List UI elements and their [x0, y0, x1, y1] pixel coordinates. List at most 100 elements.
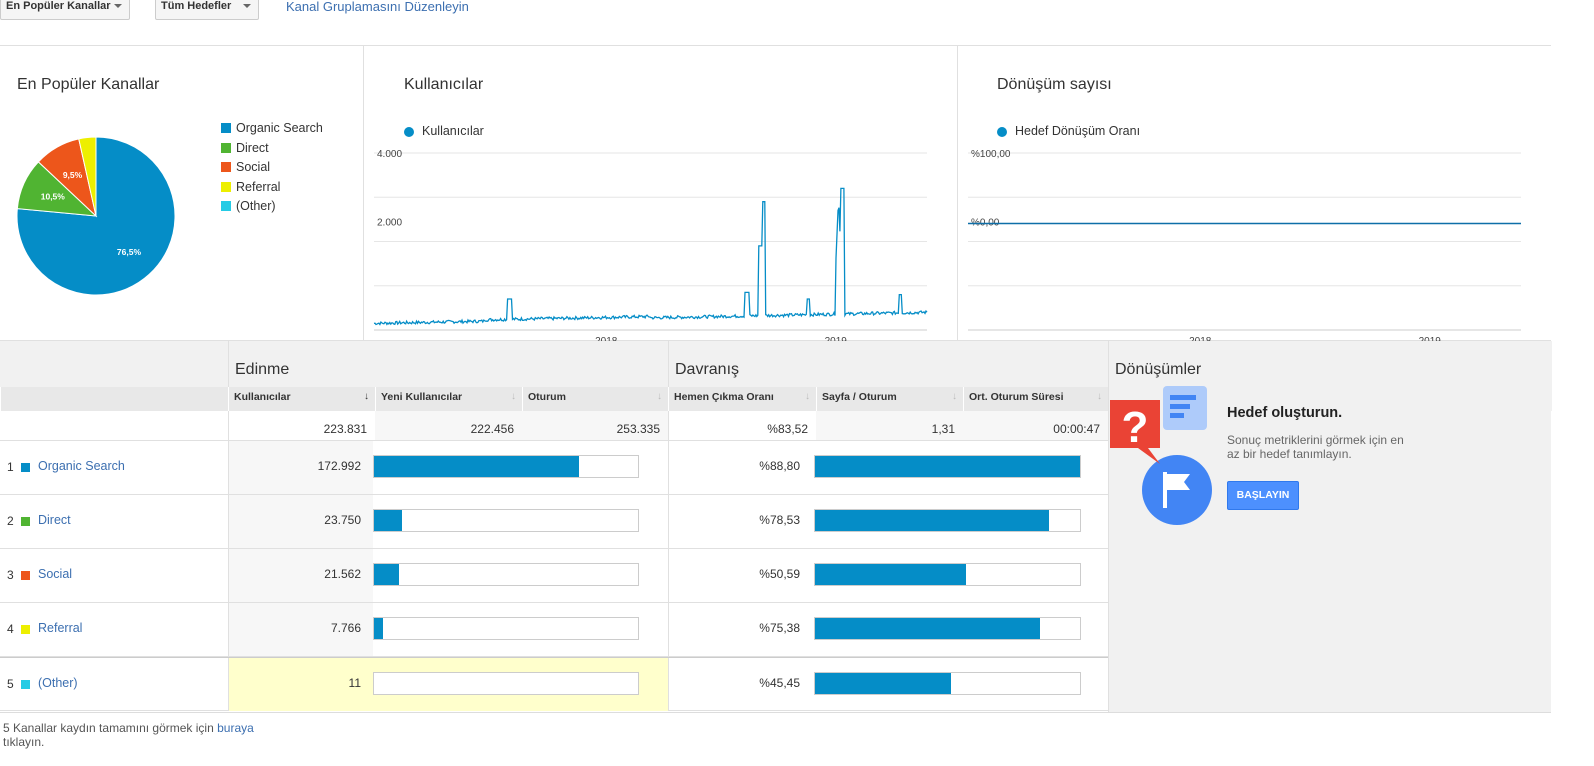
channel-dropdown[interactable]: En Popüler Kanallar: [0, 0, 130, 20]
pie-panel-title: En Popüler Kanallar: [17, 76, 160, 93]
footer-text-2: tıklayın.: [3, 735, 45, 749]
column-header-dimension: [0, 387, 228, 411]
legend-item[interactable]: Organic Search: [221, 120, 323, 136]
bounce-bar: [814, 617, 1081, 640]
table-row: 2 Direct 23.750 %78,53: [0, 495, 1108, 549]
conversion-series-legend[interactable]: Hedef Dönüşüm Oranı: [997, 124, 1140, 138]
table-row: 1 Organic Search 172.992 %88,80: [0, 441, 1108, 495]
goal-card-text-line1: Sonuç metriklerini görmek için en: [1227, 433, 1404, 447]
new-users-bar-cell: [373, 603, 668, 656]
new-users-bar-cell: [373, 495, 668, 548]
chart-panels: En Popüler Kanallar 76,5% 10,5% 9,5% Organ…: [0, 45, 1551, 341]
channel-link[interactable]: (Other): [38, 676, 78, 690]
column-header-bounce-rate[interactable]: Hemen Çıkma Oranı ↓: [668, 387, 816, 411]
new-users-bar-fill: [374, 564, 400, 585]
totals-empty: [0, 411, 228, 441]
conversion-line-chart: %100,00%0,0020182019: [968, 149, 1521, 341]
svg-text:?: ?: [1122, 403, 1149, 452]
sort-icon: ↓: [805, 391, 810, 402]
total-users: 223.831: [228, 411, 375, 441]
users-line-chart: 4.000 2.000 2018 2019: [373, 149, 928, 341]
users-cell: 23.750: [228, 495, 373, 548]
channel-link[interactable]: Direct: [38, 513, 71, 527]
goals-dropdown[interactable]: Tüm Hedefler: [155, 0, 259, 20]
bounce-bar: [814, 509, 1081, 532]
pie-panel: En Popüler Kanallar 76,5% 10,5% 9,5% Organ…: [0, 46, 363, 340]
pie-slice[interactable]: [78, 136, 97, 217]
row-rank: 3: [7, 568, 14, 582]
bounce-cell: %50,59: [668, 549, 814, 602]
group-header-behavior: Davranış: [668, 341, 1108, 387]
column-header-sessions[interactable]: Oturum ↓: [522, 387, 668, 411]
legend-item[interactable]: Social: [221, 159, 270, 175]
channel-color-swatch: [21, 680, 30, 689]
users-series-line: [373, 187, 928, 326]
goals-dropdown-label: Tüm Hedefler: [161, 0, 232, 12]
series-dot-icon: [997, 127, 1007, 137]
footer-here-link[interactable]: buraya: [217, 721, 254, 735]
conversion-panel-title: Dönüşüm sayısı: [997, 76, 1112, 93]
users-cell: 172.992: [228, 441, 373, 494]
new-users-bar: [373, 509, 639, 532]
legend-item[interactable]: Direct: [221, 140, 269, 156]
bounce-bar-fill: [815, 456, 1080, 477]
users-cell: 21.562: [228, 549, 373, 602]
column-header-users[interactable]: Kullanıcılar ↓: [228, 387, 375, 411]
users-value: 172.992: [317, 459, 361, 473]
users-series-label: Kullanıcılar: [422, 124, 484, 138]
column-header-new-users[interactable]: Yeni Kullanıcılar ↓: [375, 387, 522, 411]
goal-card-text: Sonuç metriklerini görmek için en az bir…: [1227, 433, 1404, 461]
users-panel-title: Kullanıcılar: [404, 76, 484, 93]
new-users-bar-cell: [373, 441, 668, 494]
bounce-value: %78,53: [759, 513, 800, 527]
column-header-pages-session[interactable]: Sayfa / Oturum ↓: [816, 387, 963, 411]
table-row: 5 (Other) 11 %45,45: [0, 657, 1108, 711]
row-rank: 2: [7, 514, 14, 528]
legend-item[interactable]: Referral: [221, 179, 280, 195]
bounce-bar: [814, 672, 1081, 695]
chevron-down-icon: [114, 4, 122, 8]
new-users-bar-fill: [374, 456, 580, 477]
channel-color-swatch: [21, 625, 30, 634]
new-users-bar: [373, 563, 639, 586]
new-users-bar: [373, 617, 639, 640]
channel-link[interactable]: Social: [38, 567, 73, 581]
total-avg-duration: 00:00:47: [963, 411, 1108, 441]
goal-card-title: Hedef oluşturun.: [1227, 405, 1343, 421]
channel-link[interactable]: Referral: [38, 621, 83, 635]
dimension-cell: 3 Social: [0, 549, 228, 602]
bounce-value: %50,59: [759, 567, 800, 581]
pie-slice-label: 9,5%: [63, 170, 83, 180]
toolbar: En Popüler Kanallar Tüm Hedefler Kanal G…: [0, 0, 1594, 20]
legend-swatch: [221, 142, 231, 153]
group-header-empty: [0, 341, 228, 387]
legend-item[interactable]: (Other): [221, 198, 276, 214]
row-rank: 5: [7, 677, 14, 691]
total-bounce-rate: %83,52: [668, 411, 816, 441]
group-header-conversions: Dönüşümler: [1109, 341, 1552, 387]
y-tick-label: %100,00: [971, 149, 1011, 160]
total-sessions: 253.335: [522, 411, 668, 441]
dimension-cell: 1 Organic Search: [0, 441, 228, 494]
legend-label: Social: [236, 160, 271, 174]
sort-icon: ↓: [657, 391, 662, 402]
users-value: 23.750: [324, 513, 361, 527]
users-series-legend[interactable]: Kullanıcılar: [404, 124, 484, 138]
legend-swatch: [221, 123, 231, 133]
channel-color-swatch: [21, 463, 30, 472]
row-rank: 1: [7, 460, 14, 474]
edit-channel-grouping-link[interactable]: Kanal Gruplamasını Düzenleyin: [286, 0, 469, 14]
channels-table: Edinme Davranış Kullanıcılar ↓ Yeni Kulla…: [0, 341, 1552, 713]
channel-link[interactable]: Organic Search: [38, 459, 125, 473]
new-users-bar-cell: [373, 549, 668, 602]
x-tick-label: 2018: [1189, 336, 1212, 341]
bounce-bar-cell: [814, 549, 1108, 602]
pie-slice-label: 76,5%: [117, 247, 142, 257]
get-started-button[interactable]: BAŞLAYIN: [1227, 481, 1299, 510]
sort-down-icon: ↓: [364, 391, 369, 402]
users-panel: Kullanıcılar Kullanıcılar 4.000 2.000 2018…: [363, 46, 957, 341]
pie-chart: 76,5% 10,5% 9,5%: [16, 136, 176, 296]
new-users-bar: [373, 455, 639, 478]
column-header-avg-duration[interactable]: Ort. Oturum Süresi ↓: [963, 387, 1108, 411]
bounce-bar-cell: [814, 603, 1108, 656]
